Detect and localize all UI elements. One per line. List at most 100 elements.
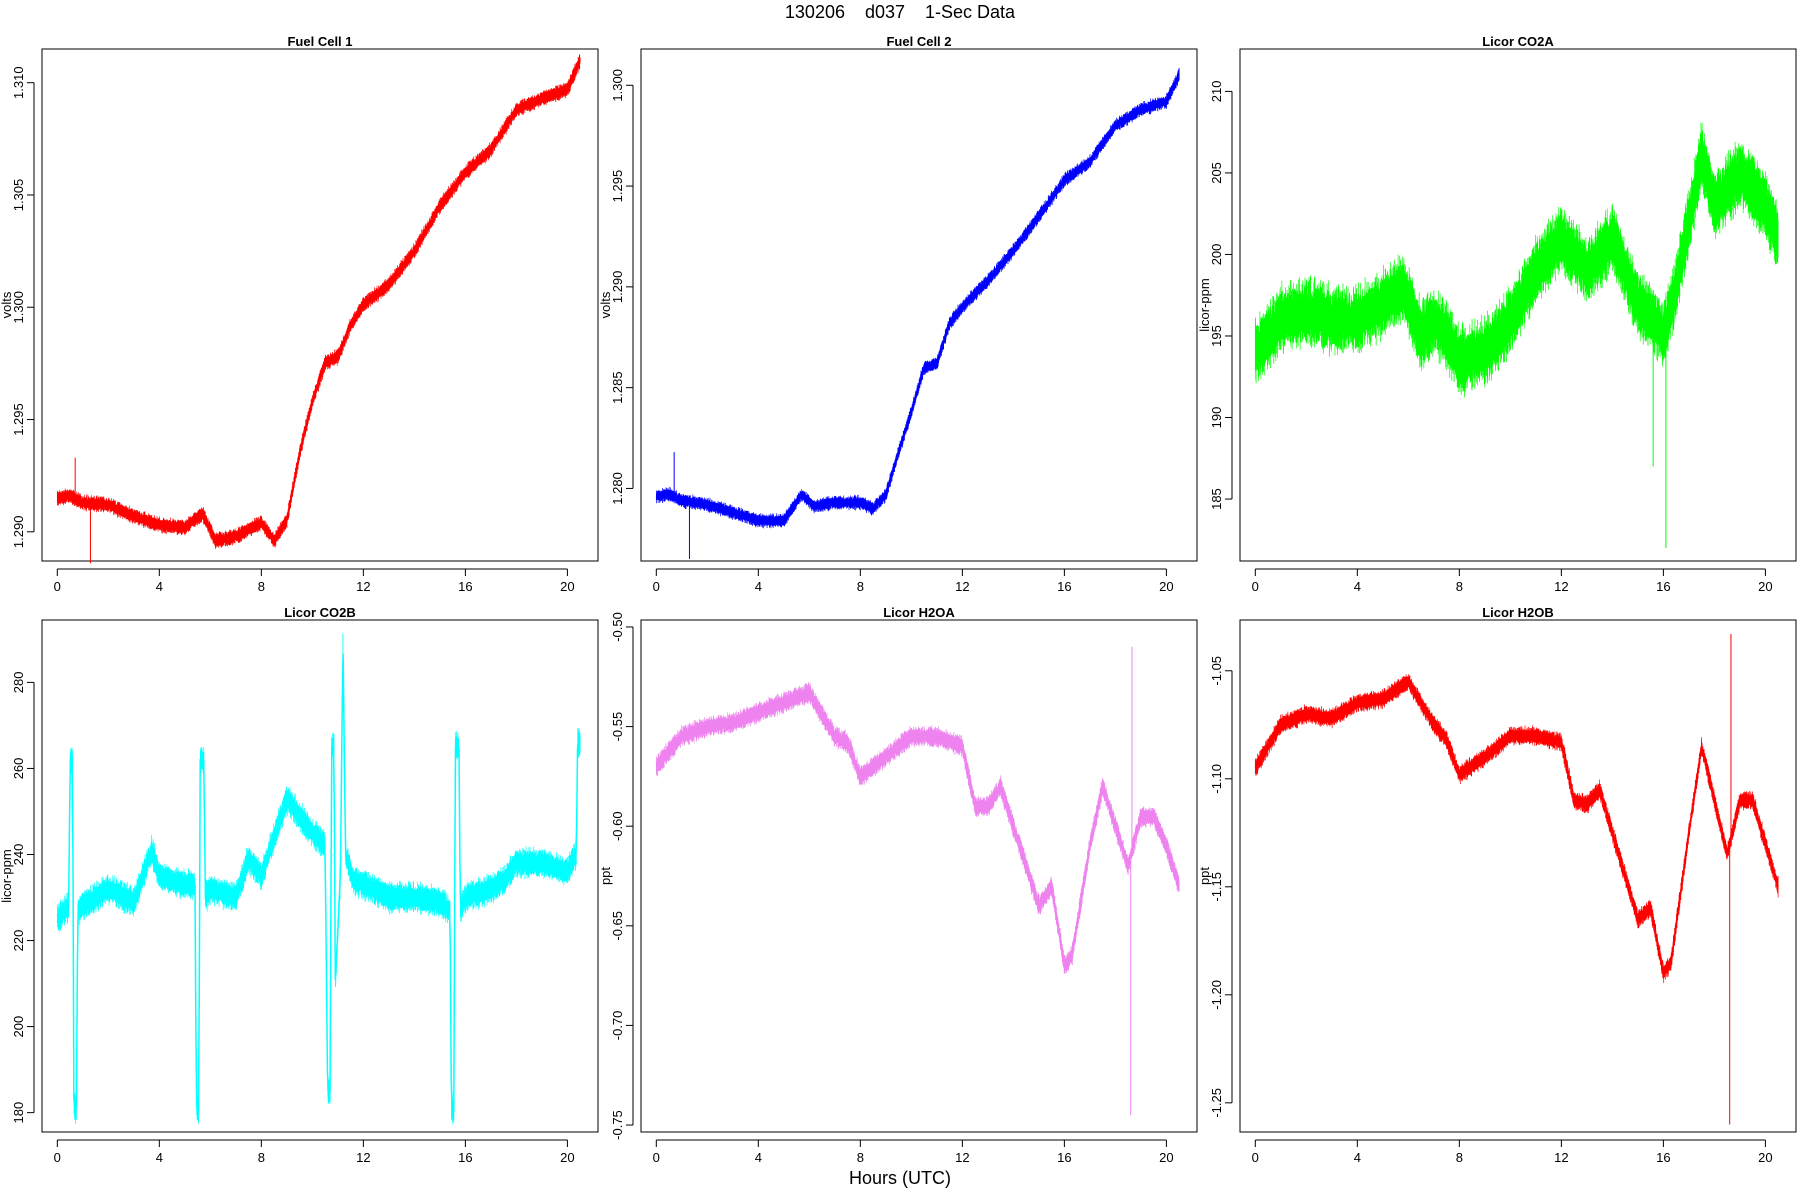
plot-frame [640, 619, 1198, 1133]
series-line [56, 653, 581, 1113]
y-tick-label: 190 [1209, 407, 1224, 429]
y-tick-label: 1.295 [11, 403, 26, 436]
y-tick-label: 1.280 [610, 472, 625, 505]
y-axis-label: licor-ppm [1197, 278, 1212, 331]
x-axis-label: Hours (UTC) [849, 1168, 951, 1188]
panel-5: Licor H2OA 0 4 8 12 16 20 -0.75 -0.70 -0.65 -0.60 -… [598, 605, 1198, 1165]
y-tick-label: 240 [11, 844, 26, 866]
x-tick-label: 4 [156, 579, 163, 594]
y-tick-label: 1.300 [11, 291, 26, 324]
x-tick-label: 8 [857, 1150, 864, 1165]
x-tick-label: 20 [1758, 1150, 1772, 1165]
y-tick-label: -0.65 [610, 911, 625, 941]
x-tick-label: 12 [955, 1150, 969, 1165]
series-line [1254, 155, 1779, 361]
y-tick-label: -1.10 [1209, 764, 1224, 794]
x-tick-label: 0 [54, 1150, 61, 1165]
series-trace [655, 681, 1180, 974]
y-tick-label: 1.310 [11, 66, 26, 99]
y-tick-label: -1.05 [1209, 656, 1224, 686]
y-tick-label: 1.290 [610, 271, 625, 304]
y-axis-label: ppt [598, 867, 613, 885]
y-tick-label: 200 [1209, 244, 1224, 266]
x-tick-label: 4 [156, 1150, 163, 1165]
y-tick-label: 180 [11, 1102, 26, 1124]
x-tick-label: 12 [1554, 1150, 1568, 1165]
y-tick-label: -1.25 [1209, 1088, 1224, 1118]
series-trace [56, 54, 581, 549]
figure-title: 130206 d037 1-Sec Data [784, 2, 1016, 22]
y-tick-label: -0.55 [610, 712, 625, 742]
y-tick-label: -0.70 [610, 1011, 625, 1041]
x-tick-label: 16 [458, 1150, 472, 1165]
x-tick-label: 20 [1758, 579, 1772, 594]
y-axis-label: licor-ppm [0, 849, 14, 902]
panel-title: Licor H2OB [1482, 605, 1554, 620]
x-tick-label: 0 [54, 579, 61, 594]
plot-frame [41, 619, 599, 1133]
panel-title: Fuel Cell 1 [287, 34, 352, 49]
x-tick-label: 8 [1456, 579, 1463, 594]
plot-frame [1239, 48, 1797, 562]
y-axis-label: ppt [1197, 867, 1212, 885]
plot-frame [1239, 619, 1797, 1133]
series-trace [56, 633, 581, 1125]
series-line [655, 692, 1180, 966]
y-tick-label: 1.290 [11, 516, 26, 549]
x-tick-label: 0 [653, 1150, 660, 1165]
x-tick-label: 20 [1159, 1150, 1173, 1165]
y-tick-label: 205 [1209, 162, 1224, 184]
x-tick-label: 16 [1057, 1150, 1071, 1165]
x-tick-label: 8 [258, 1150, 265, 1165]
y-tick-label: 195 [1209, 325, 1224, 347]
x-tick-label: 20 [560, 1150, 574, 1165]
y-tick-label: 280 [11, 672, 26, 694]
x-tick-label: 16 [1656, 579, 1670, 594]
panel-6: Licor H2OB 0 4 8 12 16 20 -1.25 -1.20 -1.15 -1.10 -… [1197, 605, 1797, 1165]
x-tick-label: 16 [1656, 1150, 1670, 1165]
panel-title: Licor CO2B [284, 605, 356, 620]
series-line [57, 59, 581, 542]
plot-frame [640, 48, 1198, 562]
y-tick-label: 1.295 [610, 170, 625, 203]
panel-title: Licor H2OA [883, 605, 955, 620]
x-tick-label: 0 [653, 579, 660, 594]
y-tick-label: -0.60 [610, 811, 625, 841]
y-tick-label: -0.50 [610, 612, 625, 642]
y-tick-label: 200 [11, 1016, 26, 1038]
x-tick-label: 20 [560, 579, 574, 594]
x-tick-label: 12 [356, 579, 370, 594]
y-tick-label: 260 [11, 758, 26, 780]
panel-4: Licor CO2B 0 4 8 12 16 20 180 200 220 240 260 280 lic… [0, 605, 599, 1165]
x-tick-label: 4 [755, 579, 762, 594]
panel-3: Licor CO2A 0 4 8 12 16 20 185 190 195 200 205 210 lic… [1197, 34, 1797, 594]
x-tick-label: 20 [1159, 579, 1173, 594]
x-tick-label: 4 [755, 1150, 762, 1165]
x-tick-label: 12 [356, 1150, 370, 1165]
x-tick-label: 16 [1057, 579, 1071, 594]
y-tick-label: 210 [1209, 81, 1224, 103]
y-tick-label: 1.285 [610, 371, 625, 404]
panel-2: Fuel Cell 2 0 4 8 12 16 20 1.280 1.285 1.290 1.295… [598, 34, 1198, 594]
x-tick-label: 8 [258, 579, 265, 594]
y-tick-label: 1.305 [11, 179, 26, 212]
y-axis-label: volts [598, 291, 613, 318]
plot-frame [41, 48, 599, 562]
series-trace [655, 67, 1180, 529]
panel-1: Fuel Cell 1 0 4 8 12 16 20 1.290 1.295 1.300 1.305… [0, 34, 599, 594]
y-tick-label: -1.20 [1209, 980, 1224, 1010]
x-tick-label: 0 [1252, 1150, 1259, 1165]
x-tick-label: 0 [1252, 579, 1259, 594]
y-axis-label: volts [0, 291, 14, 318]
y-tick-label: -1.15 [1209, 872, 1224, 902]
y-tick-label: 220 [11, 930, 26, 952]
x-tick-label: 8 [1456, 1150, 1463, 1165]
y-tick-label: 1.300 [610, 69, 625, 102]
series-line [1254, 681, 1779, 974]
x-tick-label: 4 [1354, 579, 1361, 594]
x-tick-label: 12 [955, 579, 969, 594]
panel-title: Licor CO2A [1482, 34, 1554, 49]
panel-title: Fuel Cell 2 [886, 34, 951, 49]
series-trace [1254, 122, 1779, 398]
